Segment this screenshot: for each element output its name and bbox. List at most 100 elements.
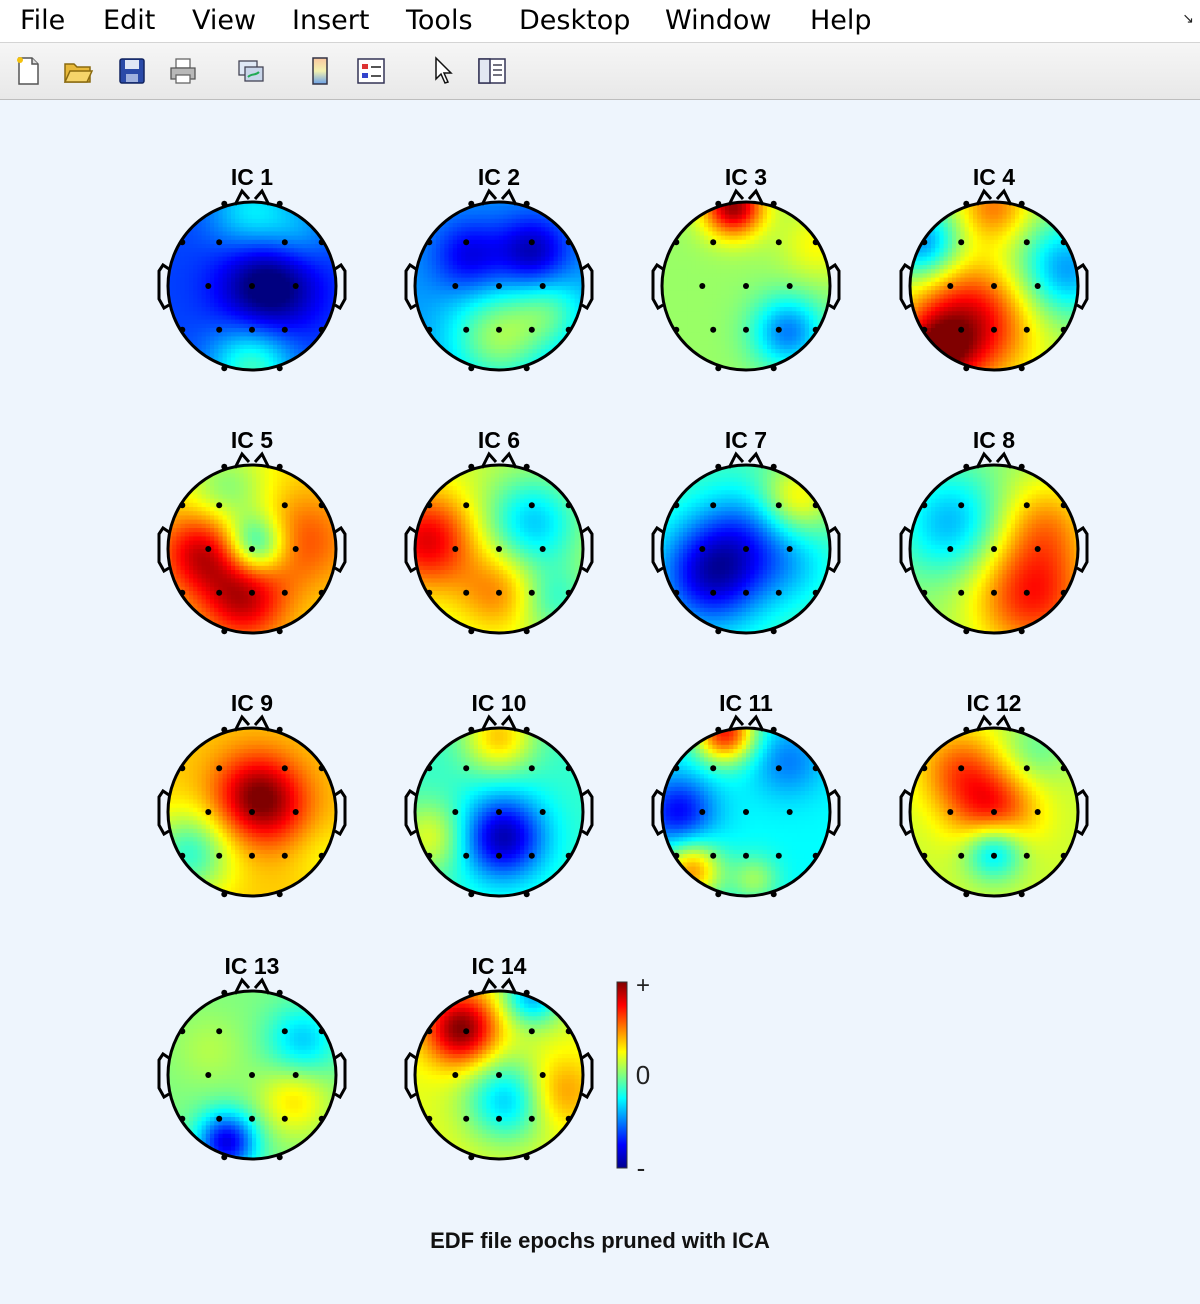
electrode-dot [468,1154,475,1161]
electrode-dot [963,200,970,207]
electrode-dot [452,546,459,552]
colorbar-gradient [616,981,628,1169]
menu-insert[interactable]: Insert [292,5,370,36]
electrode-dot [179,765,186,772]
electrode-dot [775,852,782,859]
electrode-dot [318,502,325,509]
nose-marker [480,714,518,732]
menu-edit[interactable]: Edit [103,5,156,36]
electrode-dot [452,283,459,289]
left-ear [404,525,417,574]
electrode-dot [673,239,680,246]
electrode-dot [699,809,706,815]
electrode-dot [281,765,288,772]
right-ear [1076,525,1089,574]
link-plot-icon[interactable] [235,55,267,87]
print-icon[interactable] [167,55,199,87]
dock-arrow-icon[interactable]: ↘ [1182,10,1194,26]
new-figure-icon[interactable] [12,55,44,87]
electrode-dot [770,628,777,635]
left-ear [899,788,912,837]
colorbar-icon[interactable] [304,55,336,87]
electrode-dot [991,852,997,859]
ic-title: IC 1 [231,164,273,190]
electrode-dot [770,726,777,733]
menu-view[interactable]: View [192,5,257,36]
right-ear [581,525,594,574]
head-outline [166,989,338,1161]
save-icon[interactable] [116,55,148,87]
electrode-dot [963,726,970,733]
nose-marker [727,714,765,732]
figure-area: IC 1 IC 2 IC 3 IC 4 IC 5 IC 6 IC 7 IC 8 IC 9 IC 1… [0,100,1200,1304]
electrode-dot [292,283,299,289]
electrode-dot [812,326,819,333]
electrode-dot [496,852,502,859]
ic-title: IC 13 [225,953,280,979]
electrode-dot [743,852,749,859]
ic-title: IC 10 [472,690,527,716]
electrode-dot [249,589,255,596]
electrode-dot [673,502,680,509]
electrode-dot [496,589,502,596]
head-outline [413,463,585,635]
menu-tools[interactable]: Tools [406,5,473,36]
electrode-dot [221,463,228,470]
ic-title: IC 7 [725,427,767,453]
electrode-dot [963,365,970,372]
electrode-dot [463,589,470,596]
topoplot-ic-6: IC 6 [404,427,594,635]
colorbar-plus-label: + [636,972,650,999]
electrode-dot [775,765,782,772]
colorbar: + 0 - [616,972,650,1183]
right-ear [334,525,347,574]
menu-help[interactable]: Help [810,5,872,36]
electrode-dot [426,589,433,596]
pointer-icon[interactable] [428,55,460,87]
electrode-dot [565,852,572,859]
electrode-dot [715,726,722,733]
electrode-dot [216,326,223,333]
right-ear [581,788,594,837]
legend-icon[interactable] [355,55,387,87]
figure-title: EDF file epochs pruned with ICA [430,1228,770,1253]
electrode-dot [463,765,470,772]
ic-title: IC 2 [478,164,520,190]
nose-marker [975,188,1013,206]
ic-title: IC 5 [231,427,273,453]
topoplot-ic-5: IC 5 [157,427,347,635]
electrode-dot [496,546,502,552]
electrode-dot [276,463,283,470]
electrode-dot [565,239,572,246]
electrode-dot [318,239,325,246]
topoplot-ic-4: IC 4 [899,164,1089,372]
ic-title: IC 8 [973,427,1015,453]
electrode-dot [468,891,475,898]
electrode-dot [1034,809,1041,815]
electrode-dot [673,589,680,596]
electrode-dot [1034,283,1041,289]
right-ear [334,1051,347,1100]
electrode-dot [921,589,928,596]
electrode-dot [947,809,954,815]
electrode-dot [1023,502,1030,509]
head-outline [166,463,338,635]
electrode-dot [179,326,186,333]
menu-desktop[interactable]: Desktop [519,5,631,36]
head-outline [413,726,585,898]
electrode-dot [523,1154,530,1161]
electrode-dot [1060,502,1067,509]
electrode-dot [539,283,546,289]
right-ear [1076,788,1089,837]
electrode-dot [743,326,749,333]
electrode-dot [523,200,530,207]
electrode-dot [539,1072,546,1078]
nose-marker [233,451,271,469]
open-file-icon[interactable] [62,55,94,87]
electrode-dot [1060,239,1067,246]
electrode-dot [426,1115,433,1122]
menu-window[interactable]: Window [665,5,772,36]
menu-file[interactable]: File [20,5,66,36]
property-inspector-icon[interactable] [476,55,508,87]
electrode-dot [921,852,928,859]
